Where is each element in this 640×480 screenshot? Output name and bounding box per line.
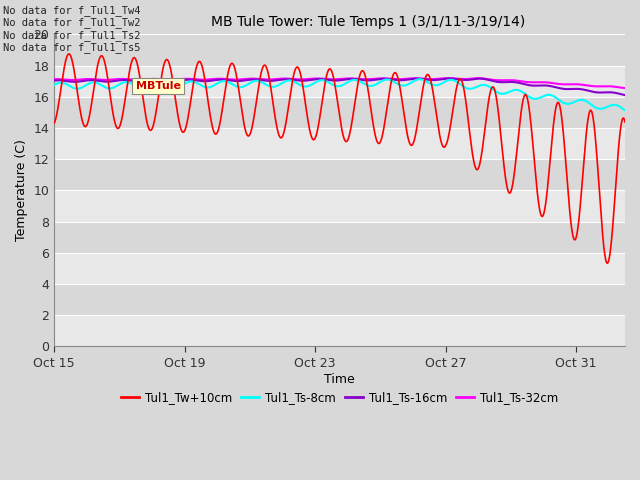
Bar (54, 222, 625, 253)
Bar (54, 159, 625, 191)
Text: No data for f_Tul1_Tw4
No data for f_Tul1_Tw2
No data for f_Tul1_Ts2
No data for: No data for f_Tul1_Tw4 No data for f_Tul… (3, 5, 141, 53)
Bar (54, 191, 625, 222)
Bar (54, 66, 625, 97)
X-axis label: Time: Time (324, 372, 355, 385)
Bar (54, 128, 625, 159)
Text: MBTule: MBTule (136, 81, 181, 91)
Legend: Tul1_Tw+10cm, Tul1_Ts-8cm, Tul1_Ts-16cm, Tul1_Ts-32cm: Tul1_Tw+10cm, Tul1_Ts-8cm, Tul1_Ts-16cm,… (116, 387, 563, 409)
Bar (54, 315, 625, 347)
Bar (54, 284, 625, 315)
Bar (54, 253, 625, 284)
Title: MB Tule Tower: Tule Temps 1 (3/1/11-3/19/14): MB Tule Tower: Tule Temps 1 (3/1/11-3/19… (211, 15, 525, 29)
Y-axis label: Temperature (C): Temperature (C) (15, 139, 28, 241)
Bar (54, 97, 625, 128)
Bar (54, 35, 625, 66)
